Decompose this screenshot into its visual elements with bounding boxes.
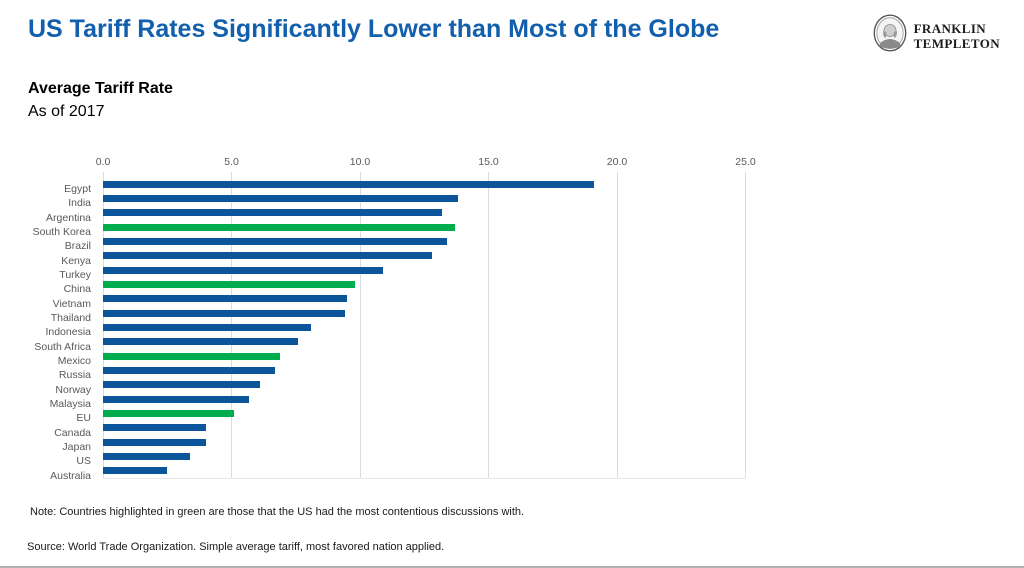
category-label-thailand: Thailand [50,312,91,324]
bar-argentina [103,209,443,217]
x-tick-label: 15.0 [478,156,499,168]
category-label-malaysia: Malaysia [49,398,91,410]
category-labels: Egypt India Argentina South Korea Brazil Keny… [0,177,97,482]
bar-russia [103,367,276,374]
category-label-south-africa: South Africa [34,340,91,353]
category-label-us: US [76,455,91,468]
category-label-vietnam: Vietnam [52,297,91,310]
franklin-portrait-icon [873,14,907,57]
bar-malaysia [103,395,250,403]
chart-title: Average Tariff Rate [28,80,173,97]
bar-south-korea [103,223,456,231]
logo-line-1: FRANKLIN [913,20,987,36]
gridline [359,172,361,478]
bar-egypt [103,180,594,188]
bar-mexico [103,352,281,360]
page-title: US Tariff Rates Significantly Lower than… [28,15,720,43]
x-axis-baseline [103,478,746,479]
bar-eu [103,410,235,417]
category-label-eu: EU [76,412,91,425]
x-tick-label: 20.0 [606,156,628,168]
category-label-russia: Russia [58,369,91,382]
bar-australia [103,467,168,475]
bar-indonesia [103,324,312,331]
x-tick-label: 0.0 [95,156,111,168]
category-label-south-korea: South Korea [32,226,91,238]
category-label-norway: Norway [55,383,91,396]
category-label-indonesia: Indonesia [45,326,91,339]
bar-japan [103,438,206,446]
logo-wordmark: FRANKLIN TEMPLETON [914,21,1000,51]
x-tick-label: 5.0 [224,156,239,168]
franklin-templeton-logo: FRANKLIN TEMPLETON [873,14,1000,57]
gridline [745,172,746,478]
category-label-india: India [68,197,91,210]
logo-line-2: TEMPLETON [913,35,1000,51]
bar-thailand [103,309,345,317]
category-label-brazil: Brazil [64,240,91,253]
bar-vietnam [103,295,348,303]
x-tick-label: 10.0 [349,156,371,168]
bottom-divider [0,566,1024,568]
category-label-mexico: Mexico [57,355,91,367]
category-label-turkey: Turkey [59,269,91,281]
category-label-argentina: Argentina [46,211,91,224]
gridline [616,172,618,478]
category-label-kenya: Kenya [61,254,91,267]
x-tick-label: 25.0 [735,156,756,168]
bar-turkey [103,266,384,274]
category-label-canada: Canada [54,426,91,439]
category-label-japan: Japan [62,441,91,453]
category-label-china: China [63,283,91,296]
gridline [488,172,489,478]
bar-china [103,281,355,288]
bar-us [103,453,191,460]
bar-canada [103,424,206,432]
category-label-egypt: Egypt [64,183,91,195]
bar-south-africa [103,338,299,346]
plot-area [102,172,810,479]
bar-india [103,195,458,202]
note-text: Note: Countries highlighted in green are… [30,506,525,518]
bar-norway [103,381,260,389]
bar-kenya [103,252,432,260]
source-text: Source: World Trade Organization. Simple… [27,541,445,553]
chart-subtitle: As of 2017 [28,103,105,120]
bar-brazil [103,238,448,245]
category-label-australia: Australia [50,469,91,482]
